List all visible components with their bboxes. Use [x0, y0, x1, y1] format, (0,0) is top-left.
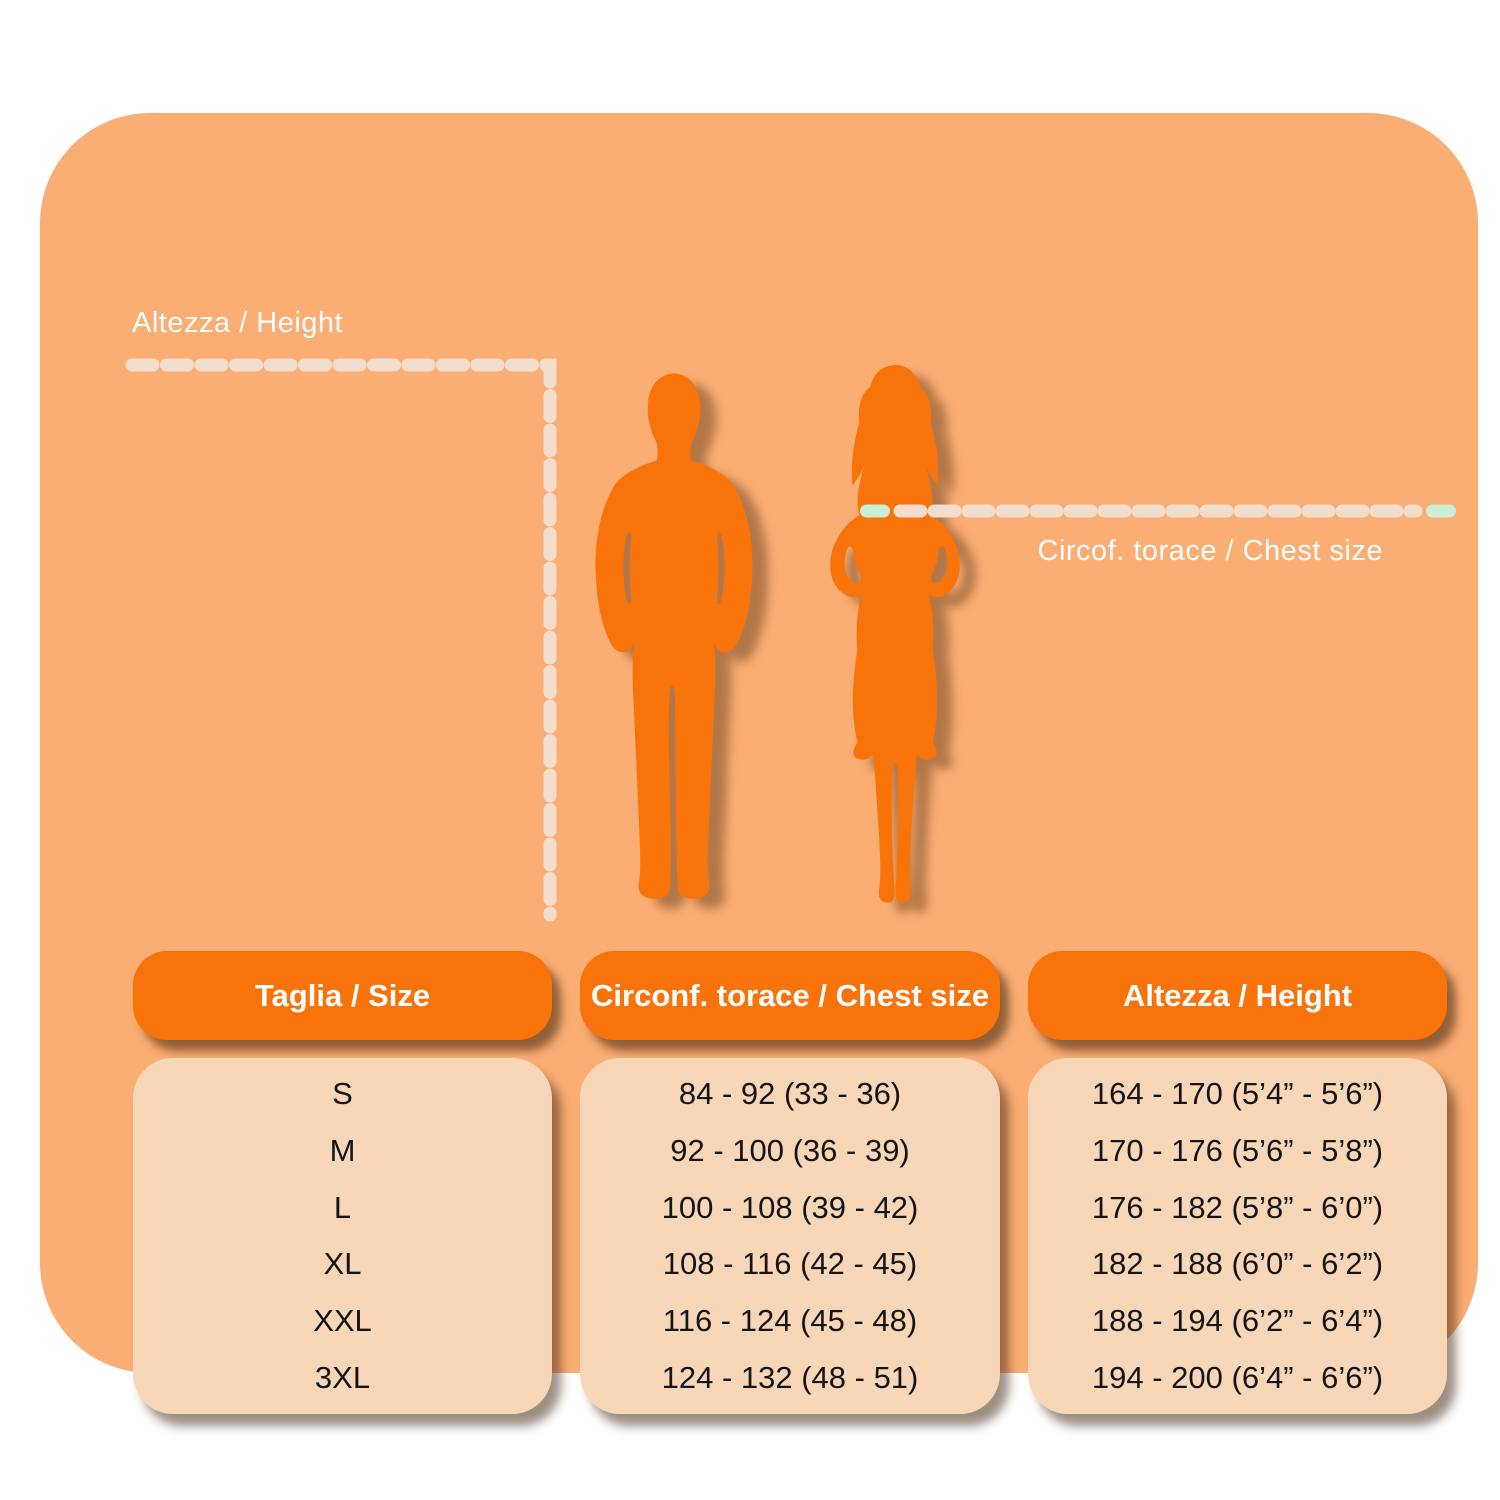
- table-cell-chest-m: 92 - 100 (36 - 39): [670, 1133, 910, 1168]
- table-cell-chest-3xl: 124 - 132 (48 - 51): [661, 1359, 919, 1395]
- column-header-height: Altezza / Height: [1028, 951, 1447, 1040]
- table-cell-size-xl: XL: [323, 1246, 362, 1282]
- table-cell-size-s: S: [332, 1076, 353, 1112]
- column-size: Taglia / Size S M L XL XXL 3XL: [133, 951, 552, 1414]
- table-cell-size-m: M: [329, 1133, 356, 1168]
- column-body-height: 164 - 170 (5’4” - 5’6”) 170 - 176 (5’6” …: [1028, 1058, 1447, 1414]
- column-chest: Circonf. torace / Chest size 84 - 92 (33…: [580, 951, 1000, 1414]
- column-header-size: Taglia / Size: [133, 951, 552, 1040]
- table-cell-height-xl: 182 - 188 (6’0” - 6’2”): [1091, 1246, 1384, 1282]
- height-dashed-measure-line: [125, 358, 557, 922]
- table-cell-height-m: 170 - 176 (5’6” - 5’8”): [1091, 1133, 1384, 1168]
- table-cell-height-s: 164 - 170 (5’4” - 5’6”): [1091, 1076, 1384, 1112]
- column-height: Altezza / Height 164 - 170 (5’4” - 5’6”)…: [1028, 951, 1447, 1414]
- column-body-chest: 84 - 92 (33 - 36) 92 - 100 (36 - 39) 100…: [580, 1058, 1000, 1414]
- man-silhouette-icon: [595, 373, 753, 899]
- table-cell-size-l: L: [333, 1189, 352, 1225]
- size-guide-card: Altezza / Height Circof. torace / Chest …: [40, 113, 1478, 1414]
- chest-dashed-measure-line: [860, 504, 1456, 518]
- table-cell-chest-s: 84 - 92 (33 - 36): [678, 1076, 902, 1112]
- chest-measure-label: Circof. torace / Chest size: [1037, 535, 1383, 567]
- table-cell-size-3xl: 3XL: [314, 1359, 371, 1395]
- column-header-chest: Circonf. torace / Chest size: [580, 951, 1000, 1040]
- table-cell-height-xxl: 188 - 194 (6’2” - 6’4”): [1091, 1303, 1384, 1339]
- woman-silhouette-icon: [830, 364, 960, 903]
- height-measure-label: Altezza / Height: [132, 307, 344, 339]
- table-cell-chest-xl: 108 - 116 (42 - 45): [662, 1246, 918, 1282]
- table-cell-size-xxl: XXL: [313, 1303, 372, 1339]
- table-cell-height-l: 176 - 182 (5’8” - 6’0”): [1091, 1189, 1384, 1225]
- table-cell-chest-l: 100 - 108 (39 - 42): [661, 1189, 919, 1225]
- column-body-size: S M L XL XXL 3XL: [133, 1058, 552, 1414]
- table-cell-chest-xxl: 116 - 124 (45 - 48): [662, 1303, 918, 1339]
- table-cell-height-3xl: 194 - 200 (6’4” - 6’6”): [1091, 1359, 1384, 1395]
